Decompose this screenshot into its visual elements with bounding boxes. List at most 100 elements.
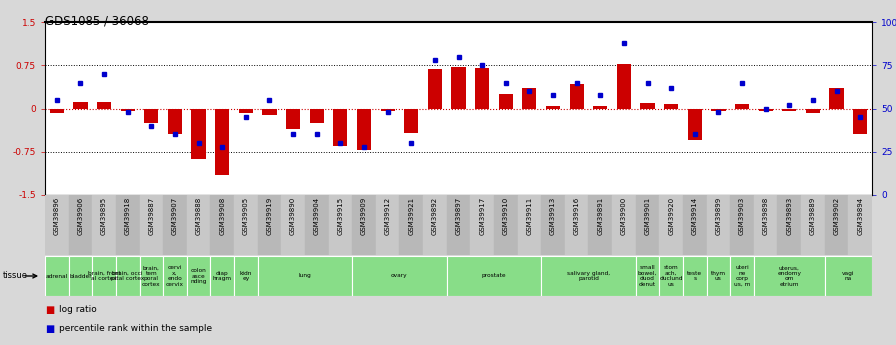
Bar [801, 195, 824, 255]
Bar [97, 101, 111, 108]
Bar [641, 103, 655, 108]
Text: log ratio: log ratio [59, 306, 97, 315]
Text: bladder: bladder [69, 274, 91, 278]
Bar [140, 195, 163, 255]
Text: GSM39918: GSM39918 [125, 197, 131, 235]
Bar [830, 88, 844, 108]
Bar [570, 84, 583, 108]
Text: lung: lung [298, 274, 311, 278]
Bar [258, 256, 352, 296]
Bar [730, 256, 754, 296]
Bar [707, 195, 730, 255]
Bar [522, 88, 537, 108]
Bar [659, 256, 683, 296]
Text: GSM39899: GSM39899 [715, 197, 721, 235]
Bar [754, 256, 824, 296]
Bar [589, 195, 612, 255]
Bar [73, 101, 88, 108]
Text: small
bowel,
duod
denut: small bowel, duod denut [638, 265, 658, 287]
Text: GSM39905: GSM39905 [243, 197, 249, 235]
Bar [92, 195, 116, 255]
Bar [258, 195, 281, 255]
Bar [400, 195, 423, 255]
Bar [116, 195, 140, 255]
Bar [375, 195, 400, 255]
Text: GSM39921: GSM39921 [409, 197, 414, 235]
Text: ovary: ovary [392, 274, 408, 278]
Bar [475, 68, 489, 108]
Bar [730, 195, 754, 255]
Text: GSM39894: GSM39894 [857, 197, 863, 235]
Text: GSM39919: GSM39919 [266, 197, 272, 235]
Bar [238, 108, 253, 113]
Text: GSM39915: GSM39915 [338, 197, 343, 235]
Bar [168, 108, 182, 135]
Text: GSM39889: GSM39889 [810, 197, 816, 235]
Bar [659, 195, 683, 255]
Text: GSM39911: GSM39911 [526, 197, 532, 235]
Text: uteri
ne
corp
us, m: uteri ne corp us, m [734, 265, 750, 287]
Bar [707, 256, 730, 296]
Bar [186, 195, 211, 255]
Bar [683, 256, 707, 296]
Bar [381, 108, 395, 111]
Bar [518, 195, 541, 255]
Bar [806, 108, 820, 113]
Text: GSM39912: GSM39912 [384, 197, 391, 235]
Text: GSM39916: GSM39916 [573, 197, 580, 235]
Bar [357, 108, 371, 150]
Text: GSM39888: GSM39888 [195, 197, 202, 235]
Bar [778, 195, 801, 255]
Bar [144, 108, 159, 123]
Text: ■: ■ [45, 305, 55, 315]
Bar [735, 105, 749, 108]
Text: GSM39909: GSM39909 [361, 197, 367, 235]
Bar [612, 195, 636, 255]
Text: GDS1085 / 36068: GDS1085 / 36068 [45, 14, 149, 27]
Text: GSM39900: GSM39900 [621, 197, 627, 235]
Text: salivary gland,
parotid: salivary gland, parotid [567, 271, 610, 281]
Bar [163, 256, 186, 296]
Bar [163, 195, 186, 255]
Bar [263, 108, 277, 116]
Text: GSM39904: GSM39904 [314, 197, 320, 235]
Text: GSM39920: GSM39920 [668, 197, 674, 235]
Bar [192, 108, 206, 159]
Bar [759, 108, 772, 111]
Bar [616, 63, 631, 108]
Bar [664, 104, 678, 108]
Bar [447, 256, 541, 296]
Text: diap
hragm: diap hragm [212, 271, 232, 281]
Bar [470, 195, 494, 255]
Text: prostate: prostate [482, 274, 506, 278]
Bar [329, 195, 352, 255]
Bar [281, 195, 305, 255]
Text: percentile rank within the sample: percentile rank within the sample [59, 325, 212, 334]
Text: GSM39907: GSM39907 [172, 197, 178, 235]
Bar [824, 256, 872, 296]
Bar [211, 256, 234, 296]
Text: GSM39913: GSM39913 [550, 197, 556, 235]
Bar [782, 108, 797, 111]
Bar [541, 256, 636, 296]
Text: GSM39906: GSM39906 [77, 197, 83, 235]
Bar [849, 195, 872, 255]
Bar [49, 108, 64, 113]
Bar [636, 256, 659, 296]
Text: GSM39892: GSM39892 [432, 197, 438, 235]
Bar [427, 69, 442, 108]
Text: GSM39893: GSM39893 [787, 197, 792, 235]
Text: GSM39897: GSM39897 [455, 197, 461, 235]
Text: cervi
x,
endo
cervix: cervi x, endo cervix [166, 265, 184, 287]
Text: GSM39910: GSM39910 [503, 197, 509, 235]
Bar [447, 195, 470, 255]
Bar [215, 108, 229, 175]
Bar [305, 195, 329, 255]
Text: GSM39898: GSM39898 [762, 197, 769, 235]
Bar [754, 195, 778, 255]
Bar [541, 195, 564, 255]
Bar [333, 108, 348, 146]
Text: GSM39917: GSM39917 [479, 197, 485, 235]
Bar [352, 195, 375, 255]
Bar [92, 256, 116, 296]
